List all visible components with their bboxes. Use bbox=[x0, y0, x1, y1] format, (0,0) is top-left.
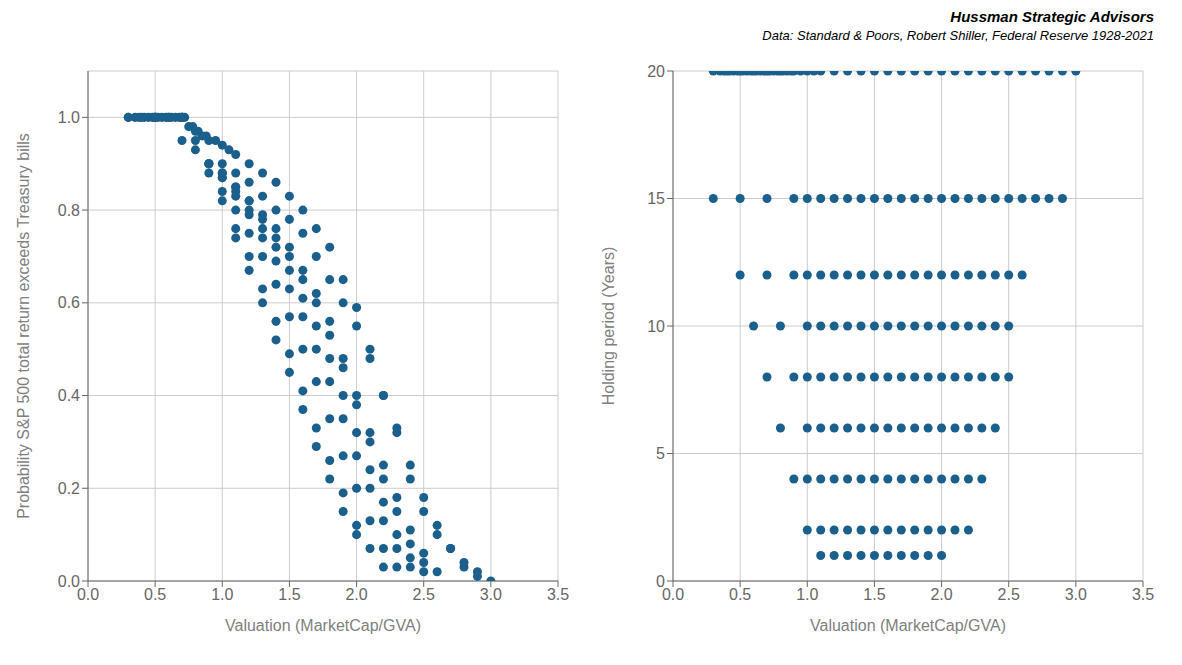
svg-text:2.5: 2.5 bbox=[998, 586, 1020, 603]
svg-text:0: 0 bbox=[656, 573, 665, 590]
svg-text:1.0: 1.0 bbox=[58, 109, 80, 126]
svg-text:0.5: 0.5 bbox=[144, 586, 166, 603]
svg-text:0.0: 0.0 bbox=[58, 573, 80, 590]
svg-text:0.4: 0.4 bbox=[58, 387, 80, 404]
svg-text:0.0: 0.0 bbox=[77, 586, 99, 603]
svg-text:20: 20 bbox=[647, 63, 665, 80]
svg-text:0.8: 0.8 bbox=[58, 202, 80, 219]
svg-text:1.5: 1.5 bbox=[278, 586, 300, 603]
svg-text:0.5: 0.5 bbox=[729, 586, 751, 603]
svg-text:2.0: 2.0 bbox=[930, 586, 952, 603]
svg-text:3.0: 3.0 bbox=[1065, 586, 1087, 603]
svg-text:Probability S&P 500 total retu: Probability S&P 500 total return exceeds… bbox=[15, 133, 32, 519]
svg-text:Valuation (MarketCap/GVA): Valuation (MarketCap/GVA) bbox=[810, 617, 1006, 634]
svg-text:1.5: 1.5 bbox=[863, 586, 885, 603]
svg-text:3.0: 3.0 bbox=[480, 586, 502, 603]
svg-text:0.2: 0.2 bbox=[58, 480, 80, 497]
svg-text:0.0: 0.0 bbox=[662, 586, 684, 603]
svg-text:5: 5 bbox=[656, 445, 665, 462]
html-text:Data: Standard & Poors, Robert: Data: Standard & Poors, Robert Shiller, … bbox=[762, 28, 1154, 43]
svg-text:1.0: 1.0 bbox=[796, 586, 818, 603]
svg-text:10: 10 bbox=[647, 318, 665, 335]
svg-text:2.5: 2.5 bbox=[413, 586, 435, 603]
svg-text:15: 15 bbox=[647, 190, 665, 207]
svg-text:3.5: 3.5 bbox=[1132, 586, 1154, 603]
svg-text:3.5: 3.5 bbox=[547, 586, 569, 603]
svg-text:2.0: 2.0 bbox=[345, 586, 367, 603]
html-text:Hussman Strategic Advisors: Hussman Strategic Advisors bbox=[950, 8, 1154, 25]
svg-text:Valuation (MarketCap/GVA): Valuation (MarketCap/GVA) bbox=[225, 617, 421, 634]
svg-text:1.0: 1.0 bbox=[211, 586, 233, 603]
svg-text:Holding period (Years): Holding period (Years) bbox=[600, 247, 617, 406]
svg-text:0.6: 0.6 bbox=[58, 294, 80, 311]
